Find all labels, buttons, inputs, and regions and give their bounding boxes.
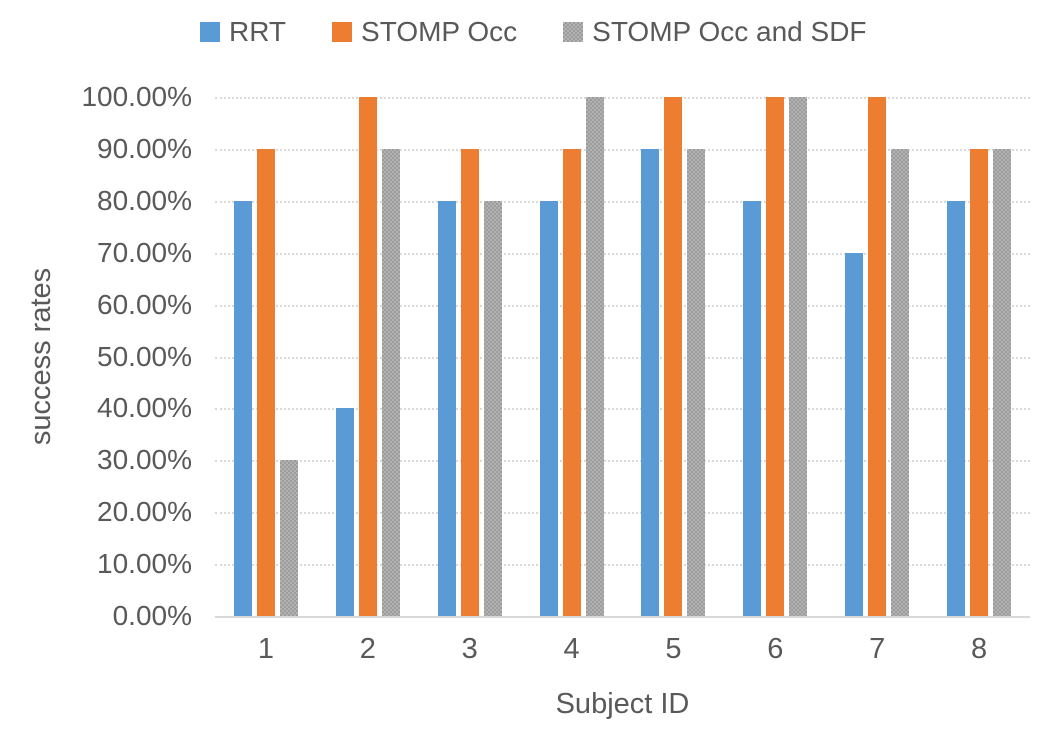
legend-item-rrt: RRT [200,18,286,46]
bar-stomp-occ-subject-3 [460,148,479,616]
x-tick-label-6: 6 [767,633,784,665]
bar-stomp-occ-subject-5 [664,97,683,616]
legend-swatch-icon-stomp-occ [332,22,353,42]
x-axis-title: Subject ID [555,688,690,720]
x-tick-label-2: 2 [359,633,376,665]
y-tick-label-80.00%: 80.00% [97,185,192,216]
chart-legend: RRT STOMP Occ STOMP Occ and SDF [200,18,867,46]
gridline-60.00% [215,305,1030,307]
bar-group-subject-6 [724,97,826,616]
bar-stomp-occ-and-sdf-subject-8 [993,148,1012,616]
bar-group-subject-5 [623,97,725,616]
gridline-50.00% [215,357,1030,359]
bar-group-subject-7 [826,97,928,616]
bar-rrt-subject-3 [437,200,456,616]
x-axis-line [215,616,1030,618]
bar-rrt-subject-6 [743,200,762,616]
gridline-10.00% [215,564,1030,566]
legend-swatch-icon-stomp-occ-and-sdf [563,22,584,42]
bar-stomp-occ-and-sdf-subject-6 [789,97,808,616]
bar-stomp-occ-subject-7 [868,97,887,616]
x-axis-tick-labels: 1 2 3 4 5 6 7 8 [215,633,1030,666]
bar-rrt-subject-2 [335,408,354,616]
gridline-20.00% [215,512,1030,514]
x-tick-label-1: 1 [257,633,274,665]
bar-stomp-occ-subject-2 [358,97,377,616]
bar-group-subject-3 [419,97,521,616]
y-axis-tick-labels: 100.00% 90.00% 80.00% 70.00% 60.00% 50.00% 40.… [0,83,192,630]
bar-stomp-occ-and-sdf-subject-5 [687,148,706,616]
bar-rrt-subject-5 [641,148,660,616]
gridline-40.00% [215,408,1030,410]
bar-stomp-occ-subject-8 [970,148,989,616]
y-tick-label-20.00%: 20.00% [97,496,192,527]
plot-area [215,97,1030,618]
bar-stomp-occ-and-sdf-subject-4 [585,97,604,616]
legend-label-stomp-occ-and-sdf: STOMP Occ and SDF [592,16,867,47]
gridline-100.00% [215,97,1030,99]
bar-stomp-occ-subject-6 [766,97,785,616]
bar-rrt-subject-8 [947,200,966,616]
legend-swatch-icon-rrt [200,22,220,42]
y-tick-label-100.00%: 100.00% [81,81,192,112]
bar-stomp-occ-and-sdf-subject-7 [891,148,910,616]
legend-label-rrt: RRT [229,16,287,47]
y-tick-label-50.00%: 50.00% [97,341,192,372]
bar-stomp-occ-subject-4 [562,148,581,616]
x-tick-label-3: 3 [461,633,478,665]
y-tick-label-60.00%: 60.00% [97,289,192,320]
y-tick-label-0.00%: 0.00% [112,600,192,631]
y-tick-label-90.00%: 90.00% [97,133,192,164]
y-tick-label-30.00%: 30.00% [97,444,192,475]
gridline-90.00% [215,149,1030,151]
legend-item-stomp-occ-and-sdf: STOMP Occ and SDF [563,16,867,47]
y-tick-label-10.00%: 10.00% [97,548,192,579]
bar-group-subject-1 [215,97,317,616]
bar-stomp-occ-and-sdf-subject-3 [483,200,502,616]
bar-stomp-occ-and-sdf-subject-2 [381,148,400,616]
y-tick-label-40.00%: 40.00% [97,392,192,423]
legend-label-stomp-occ: STOMP Occ [361,16,518,47]
y-tick-label-70.00%: 70.00% [97,237,192,268]
bar-group-subject-8 [928,97,1030,616]
x-tick-label-5: 5 [665,633,682,665]
bar-group-subject-2 [317,97,419,616]
x-tick-label-4: 4 [563,633,580,665]
bar-stomp-occ-and-sdf-subject-1 [279,460,298,616]
gridline-80.00% [215,201,1030,203]
legend-item-stomp-occ: STOMP Occ [332,18,517,46]
gridline-30.00% [215,460,1030,462]
gridline-70.00% [215,253,1030,255]
x-tick-label-8: 8 [970,633,988,665]
bar-group-subject-4 [521,97,623,616]
x-tick-label-7: 7 [869,633,886,665]
bar-series-container [215,97,1030,616]
bar-rrt-subject-4 [539,200,558,616]
bar-rrt-subject-1 [233,200,252,616]
bar-rrt-subject-7 [845,252,864,616]
bar-stomp-occ-subject-1 [256,148,275,616]
